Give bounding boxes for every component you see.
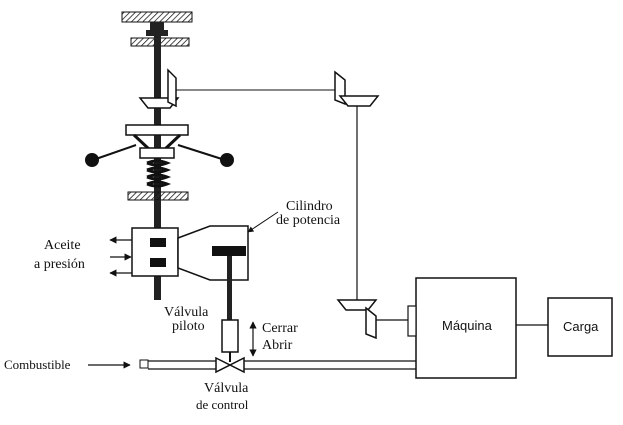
mid-support <box>127 191 189 201</box>
label-aceite-2: a presión <box>34 257 85 272</box>
label-maquina: Máquina <box>442 318 493 333</box>
label-cilindro-1: Cilindro <box>286 199 333 214</box>
load-box <box>547 297 613 357</box>
control-valve <box>215 319 245 374</box>
engine-box <box>407 277 517 379</box>
bevel-gear-right-top <box>334 70 380 107</box>
flyball-governor <box>85 124 234 167</box>
bevel-gear-lower <box>336 299 412 340</box>
label-valvula-control-1: Válvula <box>204 381 249 396</box>
bevel-gear-left <box>138 68 180 109</box>
label-abrir: Abrir <box>262 338 293 353</box>
label-combustible: Combustible <box>4 357 71 372</box>
power-cylinder <box>177 211 279 320</box>
label-carga: Carga <box>563 319 599 334</box>
label-valvula-control-2: de control <box>196 397 249 412</box>
label-cerrar: Cerrar <box>262 321 298 336</box>
fuel-pipe <box>88 359 420 370</box>
label-aceite-1: Aceite <box>44 238 81 253</box>
label-valvula-piloto-1: Válvula <box>164 305 209 320</box>
spring-icon <box>146 159 172 188</box>
vertical-shaft <box>146 22 168 200</box>
pilot-valve <box>109 200 179 300</box>
label-valvula-piloto-2: piloto <box>172 319 205 334</box>
flyweight-left-icon <box>85 153 99 167</box>
flyweight-right-icon <box>220 153 234 167</box>
label-cilindro-2: de potencia <box>276 213 341 228</box>
